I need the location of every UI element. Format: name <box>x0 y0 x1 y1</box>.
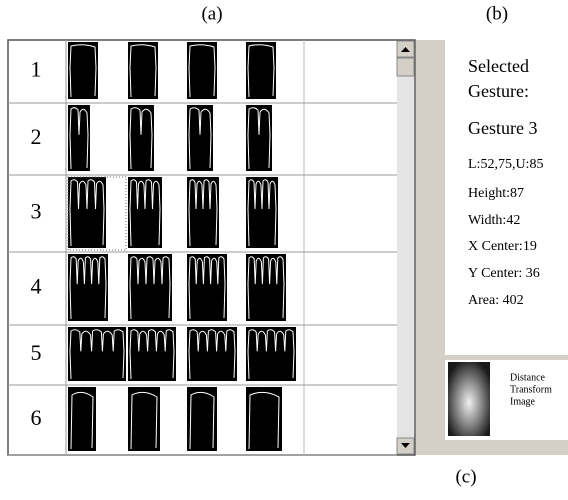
gesture-image <box>187 254 227 321</box>
gesture-image <box>246 105 272 171</box>
gesture-image <box>187 327 237 381</box>
gesture-image <box>68 42 98 99</box>
gesture-image <box>128 177 162 248</box>
gesture-image <box>128 327 176 381</box>
gesture-name: Gesture 3 <box>468 118 537 138</box>
gesture-image <box>68 327 126 381</box>
gesture-image <box>128 387 160 451</box>
scrollbar[interactable] <box>397 41 414 454</box>
dt-caption: Transform <box>510 384 552 395</box>
gesture-image <box>187 42 217 99</box>
figure: (a) (b) (c) 1 2 3 4 5 6 Selected Gesture: Ges… <box>0 0 568 495</box>
gesture-image <box>128 105 154 171</box>
gesture-image <box>246 387 282 451</box>
gesture-image <box>246 177 278 248</box>
gesture-image <box>68 254 108 321</box>
row-number: 2 <box>31 124 42 149</box>
panel-label: (a) <box>201 3 222 24</box>
info-field: Height:87 <box>468 186 524 201</box>
scroll-thumb[interactable] <box>397 58 414 76</box>
row-number: 6 <box>31 405 42 430</box>
info-heading: Selected <box>468 56 529 76</box>
dt-caption: Image <box>510 396 536 407</box>
row-number: 4 <box>31 274 42 299</box>
gesture-image <box>187 177 219 248</box>
gesture-image <box>187 105 213 171</box>
info-heading: Gesture: <box>468 81 529 101</box>
panel-label: (b) <box>486 3 508 24</box>
gesture-image <box>246 42 276 99</box>
info-field: L:52,75,U:85 <box>468 157 543 172</box>
row-number: 5 <box>31 340 42 365</box>
gesture-image <box>128 254 172 321</box>
dt-caption: Distance <box>510 372 546 383</box>
info-field: Area: 402 <box>468 293 524 308</box>
gesture-image <box>246 254 286 321</box>
panel-label: (c) <box>455 466 476 487</box>
row-number: 3 <box>31 199 42 224</box>
info-field: X Center:19 <box>468 239 537 254</box>
row-number: 1 <box>31 57 42 82</box>
gesture-image <box>68 177 106 248</box>
distance-transform-image <box>448 362 490 436</box>
info-field: Y Center: 36 <box>468 266 540 281</box>
gesture-image <box>246 327 296 381</box>
gesture-image <box>128 42 158 99</box>
info-field: Width:42 <box>468 213 520 228</box>
